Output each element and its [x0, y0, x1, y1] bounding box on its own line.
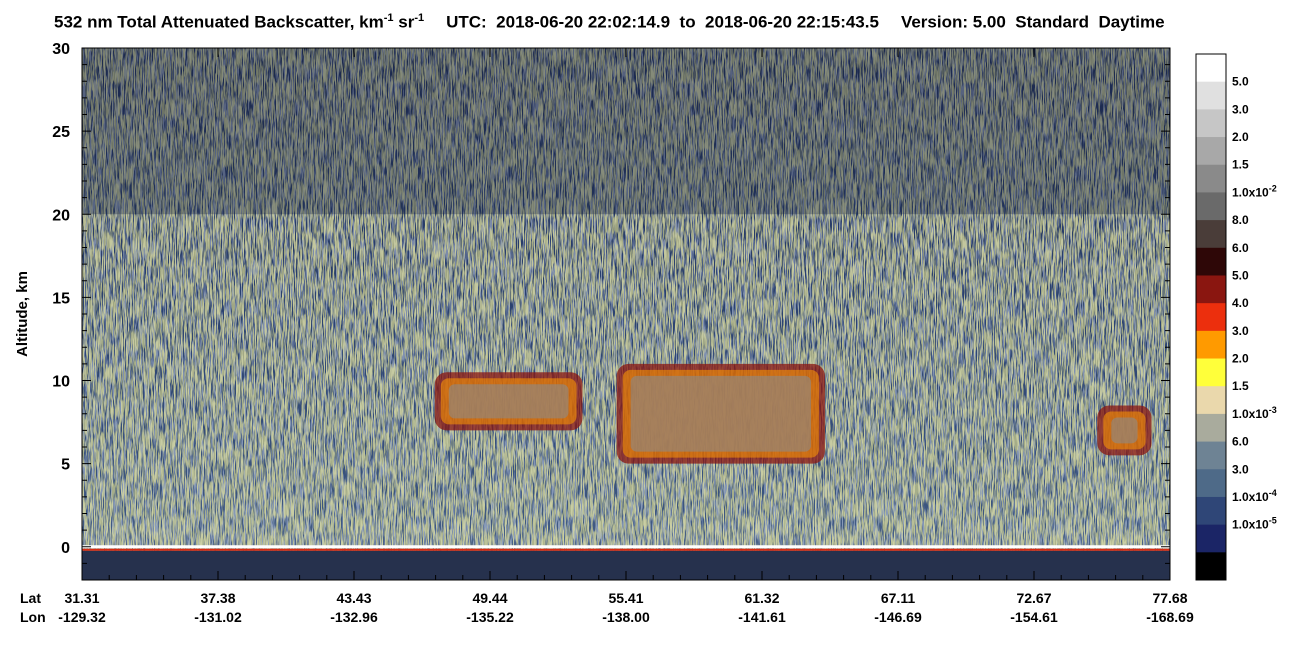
colorbar-label-exponent: -3 — [1269, 405, 1277, 415]
colorbar: 5.0 3.0 2.0 1.5 1.0x10-2 8.0 6.0 5.0 4.0 3.0 2.0 1.… — [1195, 53, 1277, 581]
colorbar-label: 1.0x10-5 — [1232, 516, 1277, 532]
title-daynight: Daytime — [1098, 12, 1165, 32]
y-tick-label: 25 — [52, 124, 70, 141]
colorbar-swatch — [1196, 552, 1226, 581]
y-axis: 0 5 10 15 20 25 30 — [52, 41, 1170, 581]
colorbar-label: 2.0 — [1232, 352, 1249, 366]
colorbar-swatch — [1196, 386, 1226, 415]
colorbar-swatch — [1196, 358, 1226, 387]
colorbar-swatch — [1196, 164, 1226, 193]
colorbar-label: 1.0x10-4 — [1232, 488, 1277, 504]
cloud-layer-core — [630, 375, 811, 452]
colorbar-swatch — [1196, 192, 1226, 221]
colorbar-label: 3.0 — [1232, 102, 1249, 116]
colorbar-label: 1.0x10-3 — [1232, 405, 1277, 421]
x-tick-label-lon: -168.69 — [1146, 609, 1194, 625]
x-tick-label-lon: -132.96 — [330, 609, 378, 625]
title-quality: Standard — [1015, 12, 1089, 32]
cloud-layer-core — [1111, 417, 1138, 444]
colorbar-swatch — [1196, 54, 1226, 83]
x-tick-label-lat: 72.67 — [1016, 590, 1051, 606]
title-to: to — [679, 12, 696, 32]
colorbar-swatch — [1196, 496, 1226, 526]
title-utc-end: 2018-06-20 22:15:43.5 — [705, 12, 879, 32]
x-tick-label-lon: -141.61 — [738, 609, 786, 625]
colorbar-label: 1.5 — [1232, 379, 1249, 393]
x-row-label-lat: Lat — [20, 590, 41, 606]
cloud-layer-core — [448, 384, 569, 419]
colorbar-label: 4.0 — [1232, 296, 1249, 310]
colorbar-frame — [1195, 53, 1227, 581]
x-tick-label-lon: -146.69 — [874, 609, 922, 625]
colorbar-swatch — [1196, 524, 1226, 553]
colorbar-label-exponent: -2 — [1269, 183, 1277, 193]
colorbar-label: 3.0 — [1232, 324, 1249, 338]
colorbar-label: 8.0 — [1232, 213, 1249, 227]
y-tick-label: 5 — [61, 457, 70, 474]
colorbar-swatch — [1196, 137, 1226, 166]
x-tick-label-lon: -138.00 — [602, 609, 650, 625]
colorbar-label-exponent: -5 — [1269, 516, 1277, 526]
title-unit-exponent-2: -1 — [414, 12, 425, 24]
colorbar-label: 1.0x10-2 — [1232, 183, 1277, 199]
colorbar-label: 5.0 — [1232, 268, 1249, 282]
colorbar-label: 5.0 — [1232, 75, 1249, 89]
colorbar-swatch — [1196, 330, 1226, 360]
y-tick-label: 30 — [52, 41, 70, 58]
x-tick-label-lat: 43.43 — [336, 590, 371, 606]
colorbar-label: 1.5 — [1232, 158, 1249, 172]
x-tick-label-lon: -129.32 — [58, 609, 106, 625]
upper-atmosphere-shade — [82, 48, 1170, 215]
x-tick-label-lat: 55.41 — [608, 590, 643, 606]
colorbar-swatch — [1196, 413, 1226, 443]
colorbar-swatch — [1196, 303, 1226, 332]
colorbar-swatch — [1196, 220, 1226, 249]
colorbar-label: 6.0 — [1232, 435, 1249, 449]
colorbar-swatch — [1196, 247, 1226, 276]
x-tick-label-lat: 67.11 — [881, 590, 915, 606]
cloud-layers — [434, 363, 1152, 464]
colorbar-label: 2.0 — [1232, 130, 1249, 144]
colorbar-swatch — [1196, 441, 1226, 470]
x-tick-label-lat: 77.68 — [1152, 590, 1187, 606]
y-axis-label: Altitude, km — [14, 271, 31, 357]
colorbar-label: 6.0 — [1232, 241, 1249, 255]
x-tick-label-lat: 61.32 — [744, 590, 779, 606]
y-tick-label: 15 — [52, 290, 70, 307]
noise-texture-lower — [82, 48, 1170, 580]
x-tick-label-lat: 31.31 — [64, 590, 99, 606]
x-row-label-lon: Lon — [20, 609, 46, 625]
x-tick-label-lon: -154.61 — [1010, 609, 1058, 625]
colorbar-label: 3.0 — [1232, 462, 1249, 476]
y-tick-label: 0 — [61, 540, 70, 557]
title-quantity: 532 nm Total Attenuated Backscatter, km — [54, 12, 384, 32]
title-version: Version: 5.00 — [900, 12, 1006, 32]
x-tick-label-lat: 37.38 — [200, 590, 235, 606]
title-utc-label: UTC: — [446, 12, 487, 32]
y-tick-label: 20 — [52, 207, 70, 224]
y-tick-label: 10 — [52, 374, 70, 391]
x-axis: Lat Lon 31.31 -129.32 37.38 -131.02 43.43 -132.… — [20, 48, 1194, 625]
title-unit-exponent-1: -1 — [383, 12, 394, 24]
x-tick-label-lat: 49.44 — [472, 590, 507, 606]
x-tick-label-lon: -131.02 — [194, 609, 242, 625]
title-utc-start: 2018-06-20 22:02:14.9 — [496, 12, 671, 32]
colorbar-swatch — [1196, 81, 1226, 110]
colorbar-label-exponent: -4 — [1269, 488, 1277, 498]
colorbar-swatch — [1196, 109, 1226, 138]
title-unit-sr: sr — [393, 12, 415, 32]
chart-title: 532 nm Total Attenuated Backscatter, km-… — [54, 12, 1165, 33]
colorbar-swatch — [1196, 275, 1226, 304]
colorbar-swatch — [1196, 469, 1226, 498]
x-tick-label-lon: -135.22 — [466, 609, 514, 625]
plot-area — [82, 48, 1170, 580]
surface-return — [82, 545, 1170, 580]
